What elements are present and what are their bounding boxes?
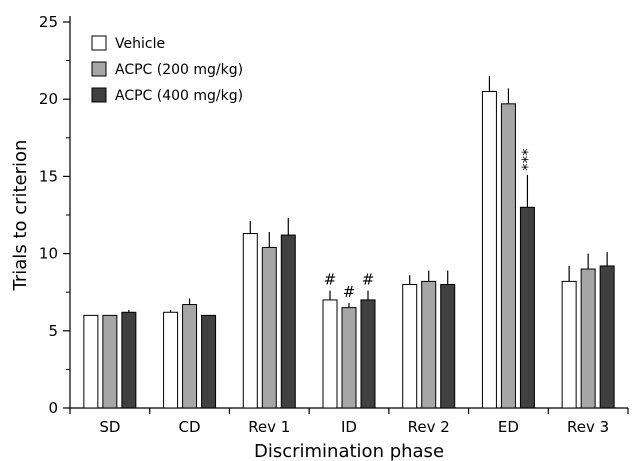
significance-marker: # [343, 283, 356, 301]
bar [102, 314, 118, 409]
x-tick-label: CD [179, 418, 201, 436]
significance-marker: # [324, 271, 337, 289]
bar [341, 307, 357, 409]
y-tick-label: 10 [39, 245, 58, 263]
x-tick-label: ID [341, 418, 357, 436]
legend-swatch [91, 61, 107, 77]
x-tick-label: Rev 1 [248, 418, 290, 436]
significance-marker: # [362, 271, 375, 289]
x-tick-label: Rev 2 [408, 418, 450, 436]
bar [561, 280, 577, 409]
significance-marker: *** [518, 148, 536, 171]
y-tick-label: 5 [48, 322, 58, 340]
bar [440, 283, 456, 409]
y-tick-label: 15 [39, 167, 58, 185]
legend-label: ACPC (200 mg/kg) [115, 62, 243, 78]
bar [280, 234, 296, 409]
bar [182, 304, 198, 409]
legend-swatch [91, 87, 107, 103]
bar [163, 311, 179, 409]
bar [360, 299, 376, 409]
bar [519, 206, 535, 409]
y-tick-label: 0 [48, 399, 58, 417]
bar [481, 90, 497, 409]
y-tick-label: 20 [39, 90, 58, 108]
bar [421, 280, 437, 409]
y-axis-label: Trials to criterion [10, 140, 31, 292]
bar [580, 268, 596, 409]
bar [500, 103, 516, 409]
bar [121, 311, 137, 409]
legend-swatch [91, 35, 107, 51]
legend-label: ACPC (400 mg/kg) [115, 88, 243, 104]
bars: # # # *** [83, 76, 615, 409]
x-tick-label: Rev 3 [567, 418, 609, 436]
bar [599, 265, 615, 409]
bar [261, 246, 277, 409]
legend-label: Vehicle [115, 36, 165, 52]
bar [201, 314, 217, 409]
x-tick-label: ED [498, 418, 519, 436]
x-axis-label: Discrimination phase [254, 441, 444, 461]
bar [83, 314, 99, 409]
bar [322, 299, 338, 409]
bar [402, 283, 418, 409]
y-tick-label: 25 [39, 13, 58, 31]
legend: Vehicle ACPC (200 mg/kg) ACPC (400 mg/kg) [91, 35, 243, 104]
x-tick-label: SD [99, 418, 120, 436]
bar [242, 233, 258, 409]
axes: 0 5 10 15 20 25 SD CD Rev 1 ID Rev 2 ED Rev 3 [39, 13, 629, 436]
